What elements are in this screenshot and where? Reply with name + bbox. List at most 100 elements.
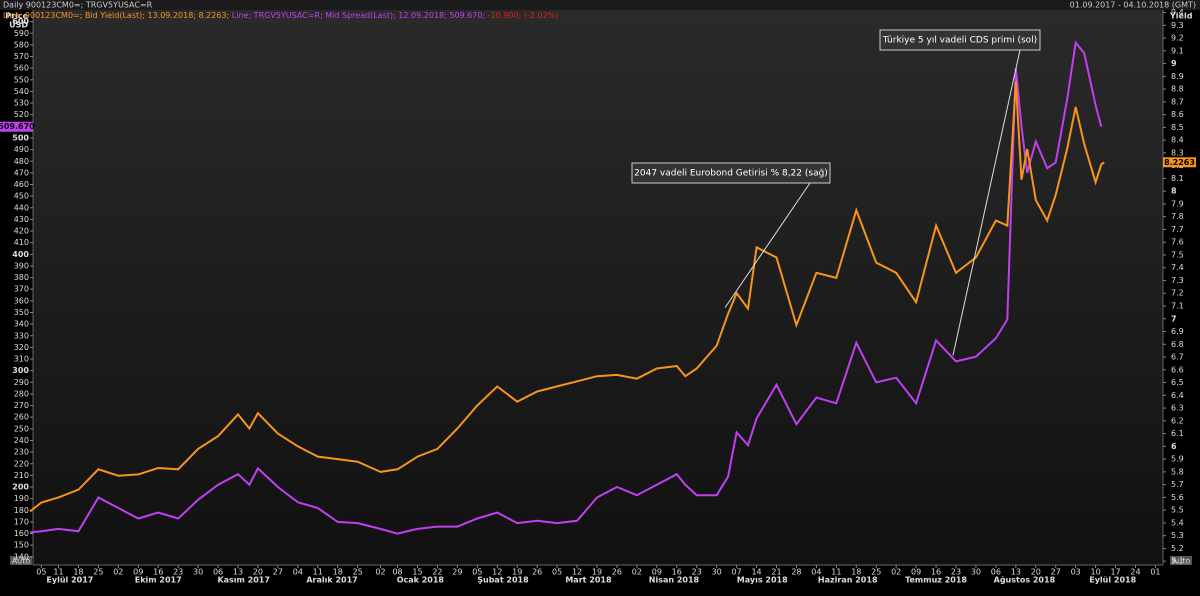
- x-tick-label: 19: [592, 568, 602, 577]
- y2-tick-label: 8.1: [1171, 174, 1184, 183]
- x-tick-label: 02: [375, 568, 385, 577]
- y-tick-label: 260: [14, 413, 29, 422]
- y-tick-label: 340: [14, 320, 29, 329]
- x-tick-label: 13: [1011, 568, 1021, 577]
- x-tick-label: 05: [552, 568, 562, 577]
- y-tick-label: 440: [14, 203, 29, 212]
- auto-label[interactable]: Auto: [12, 557, 31, 566]
- annotation-pointer: [952, 49, 1021, 356]
- y2-tick-label: 8.4: [1171, 136, 1184, 145]
- auto-button[interactable]: [10, 556, 32, 565]
- y-tick-label: 290: [14, 378, 29, 387]
- x-tick-label: 12: [492, 568, 502, 577]
- y2-tick-label: 8.3: [1171, 148, 1184, 157]
- y-tick-label: 550: [14, 75, 29, 84]
- y-tick-label: 230: [14, 448, 29, 457]
- y2-tick-label: 8.8: [1171, 85, 1184, 94]
- legend-entry: Line; TRGV5YUSAC=R; Mid Spread(Last); 12…: [232, 11, 488, 20]
- x-tick-label: 04: [811, 568, 821, 577]
- x-tick-label: 26: [612, 568, 622, 577]
- y2-tick-label: 7.6: [1171, 238, 1184, 247]
- x-tick-label: 25: [353, 568, 363, 577]
- x-tick-label: 17: [1110, 568, 1120, 577]
- plot-area: [33, 10, 1163, 565]
- month-label: Haziran 2018: [818, 576, 878, 585]
- y-tick-label: 360: [14, 296, 29, 305]
- header: Daily 900123CM0=; TRGV5YUSAC=R: [3, 1, 153, 10]
- x-tick-label: 15: [412, 568, 422, 577]
- y2-tick-label: 8: [1171, 187, 1177, 196]
- range-text: 01.09.2017 - 04.10.2018 (GMT): [1070, 1, 1196, 10]
- y-tick-label: 490: [14, 145, 29, 154]
- y2-tick-label: 8.9: [1171, 72, 1184, 81]
- y-tick-label: 270: [14, 401, 29, 410]
- legend-entry: Line; 900123CM0=; Bid Yield(Last); 13.09…: [3, 11, 232, 20]
- x-tick-label: 16: [153, 568, 163, 577]
- x-tick-label: 09: [133, 568, 143, 577]
- y-tick-label: 330: [14, 331, 29, 340]
- x-tick-label: 06: [213, 568, 223, 577]
- y2-tick-label: 7.1: [1171, 302, 1184, 311]
- y-tick-label: 600: [12, 17, 29, 26]
- x-tick-label: 16: [672, 568, 682, 577]
- annotation: 2047 vadeli Eurobond Getirisi % 8,22 (sa…: [634, 169, 828, 179]
- month-label: Ocak 2018: [397, 576, 445, 585]
- x-tick-label: 28: [791, 568, 801, 577]
- x-tick-label: 13: [233, 568, 243, 577]
- legend-entry: -10.900; (-2.02%): [488, 11, 559, 20]
- y2-tick-label: 7.4: [1171, 263, 1184, 272]
- x-tick-label: 10: [1091, 568, 1101, 577]
- x-tick-label: 25: [93, 568, 103, 577]
- y2-tick-label: 6.8: [1171, 340, 1184, 349]
- y-tick-label: 580: [14, 40, 29, 49]
- y-tick-label: 190: [14, 494, 29, 503]
- y2-tick-label: 5.4: [1171, 518, 1184, 527]
- y2-tick-label: 6.3: [1171, 404, 1184, 413]
- y2-tick-label: 8.5: [1171, 123, 1184, 132]
- y-tick-label: 540: [14, 87, 29, 96]
- y-tick-label: 520: [14, 110, 29, 119]
- y2-tick-label: 9.2: [1171, 34, 1184, 43]
- y-tick-label: 170: [14, 517, 29, 526]
- auto-button[interactable]: [1170, 556, 1192, 565]
- x-tick-label: 02: [891, 568, 901, 577]
- month-label: Şubat 2018: [477, 576, 529, 585]
- y-tick-label: 380: [14, 273, 29, 282]
- y2-tick-label: 6.7: [1171, 353, 1184, 362]
- y-tick-label: 470: [14, 168, 29, 177]
- y-tick-label: 180: [14, 506, 29, 515]
- y2-tick-label: 9.1: [1171, 46, 1184, 55]
- x-tick-label: 07: [732, 568, 742, 577]
- x-tick-label: 26: [532, 568, 542, 577]
- y2-tick-label: 7.7: [1171, 225, 1184, 234]
- x-tick-label: 02: [632, 568, 642, 577]
- x-tick-label: 14: [751, 568, 761, 577]
- y2-tick-label: 6.2: [1171, 416, 1184, 425]
- y-tick-label: 430: [14, 215, 29, 224]
- month-label: Kasım 2017: [217, 576, 270, 585]
- x-tick-label: 30: [971, 568, 981, 577]
- y2-axis-label: Yield: [1169, 12, 1193, 21]
- x-tick-label: 18: [333, 568, 343, 577]
- x-tick-label: 23: [692, 568, 702, 577]
- y2-tick-label: 7: [1171, 314, 1177, 323]
- month-label: Mart 2018: [565, 576, 612, 585]
- y-tick-label: 460: [14, 180, 29, 189]
- y-tick-label: 140: [14, 552, 29, 561]
- y-tick-label: 570: [14, 52, 29, 61]
- y2-tick-label: 6.9: [1171, 327, 1184, 336]
- x-tick-label: 11: [53, 568, 63, 577]
- x-tick-label: 06: [991, 568, 1001, 577]
- y-tick-label: 310: [14, 355, 29, 364]
- annotation-box: [879, 29, 1041, 51]
- auto-label[interactable]: Auto: [1172, 557, 1191, 566]
- y-tick-label: 420: [14, 227, 29, 236]
- y2-tick-label: 6.5: [1171, 378, 1184, 387]
- y-tick-label: 210: [14, 471, 29, 480]
- y2-tick-label: 6.4: [1171, 391, 1184, 400]
- series-line: [29, 81, 1105, 513]
- x-tick-label: 24: [1130, 568, 1140, 577]
- x-tick-label: 29: [452, 568, 462, 577]
- x-tick-label: 11: [313, 568, 323, 577]
- series-line: [29, 40, 1103, 535]
